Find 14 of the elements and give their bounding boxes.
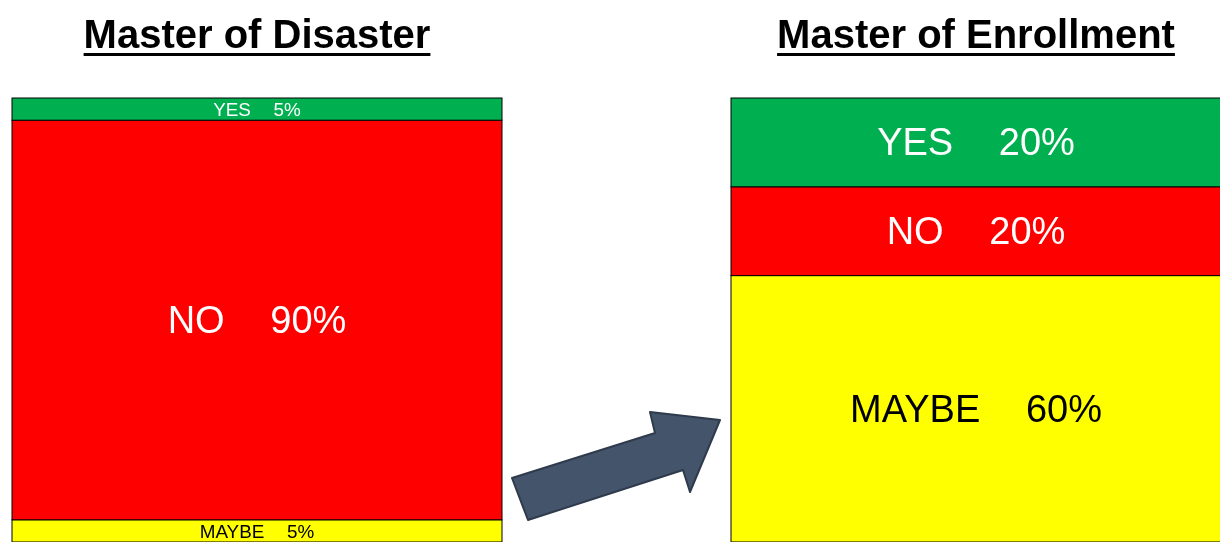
data-label: 20% bbox=[989, 210, 1066, 253]
data-label: 90% bbox=[270, 299, 347, 341]
series-label: MAYBE bbox=[850, 387, 981, 430]
series-label: MAYBE bbox=[199, 520, 265, 542]
data-label: 20% bbox=[998, 121, 1075, 164]
chart-title: Master of Disaster bbox=[83, 12, 431, 56]
chart-title: Master of Enrollment bbox=[777, 12, 1175, 56]
series-label: YES bbox=[213, 98, 251, 120]
series-label: NO bbox=[167, 299, 225, 341]
data-label: 60% bbox=[1025, 387, 1102, 430]
series-label: NO bbox=[886, 210, 944, 253]
data-label: 5% bbox=[287, 520, 315, 542]
data-label: 5% bbox=[273, 98, 302, 120]
series-label: YES bbox=[877, 121, 954, 164]
